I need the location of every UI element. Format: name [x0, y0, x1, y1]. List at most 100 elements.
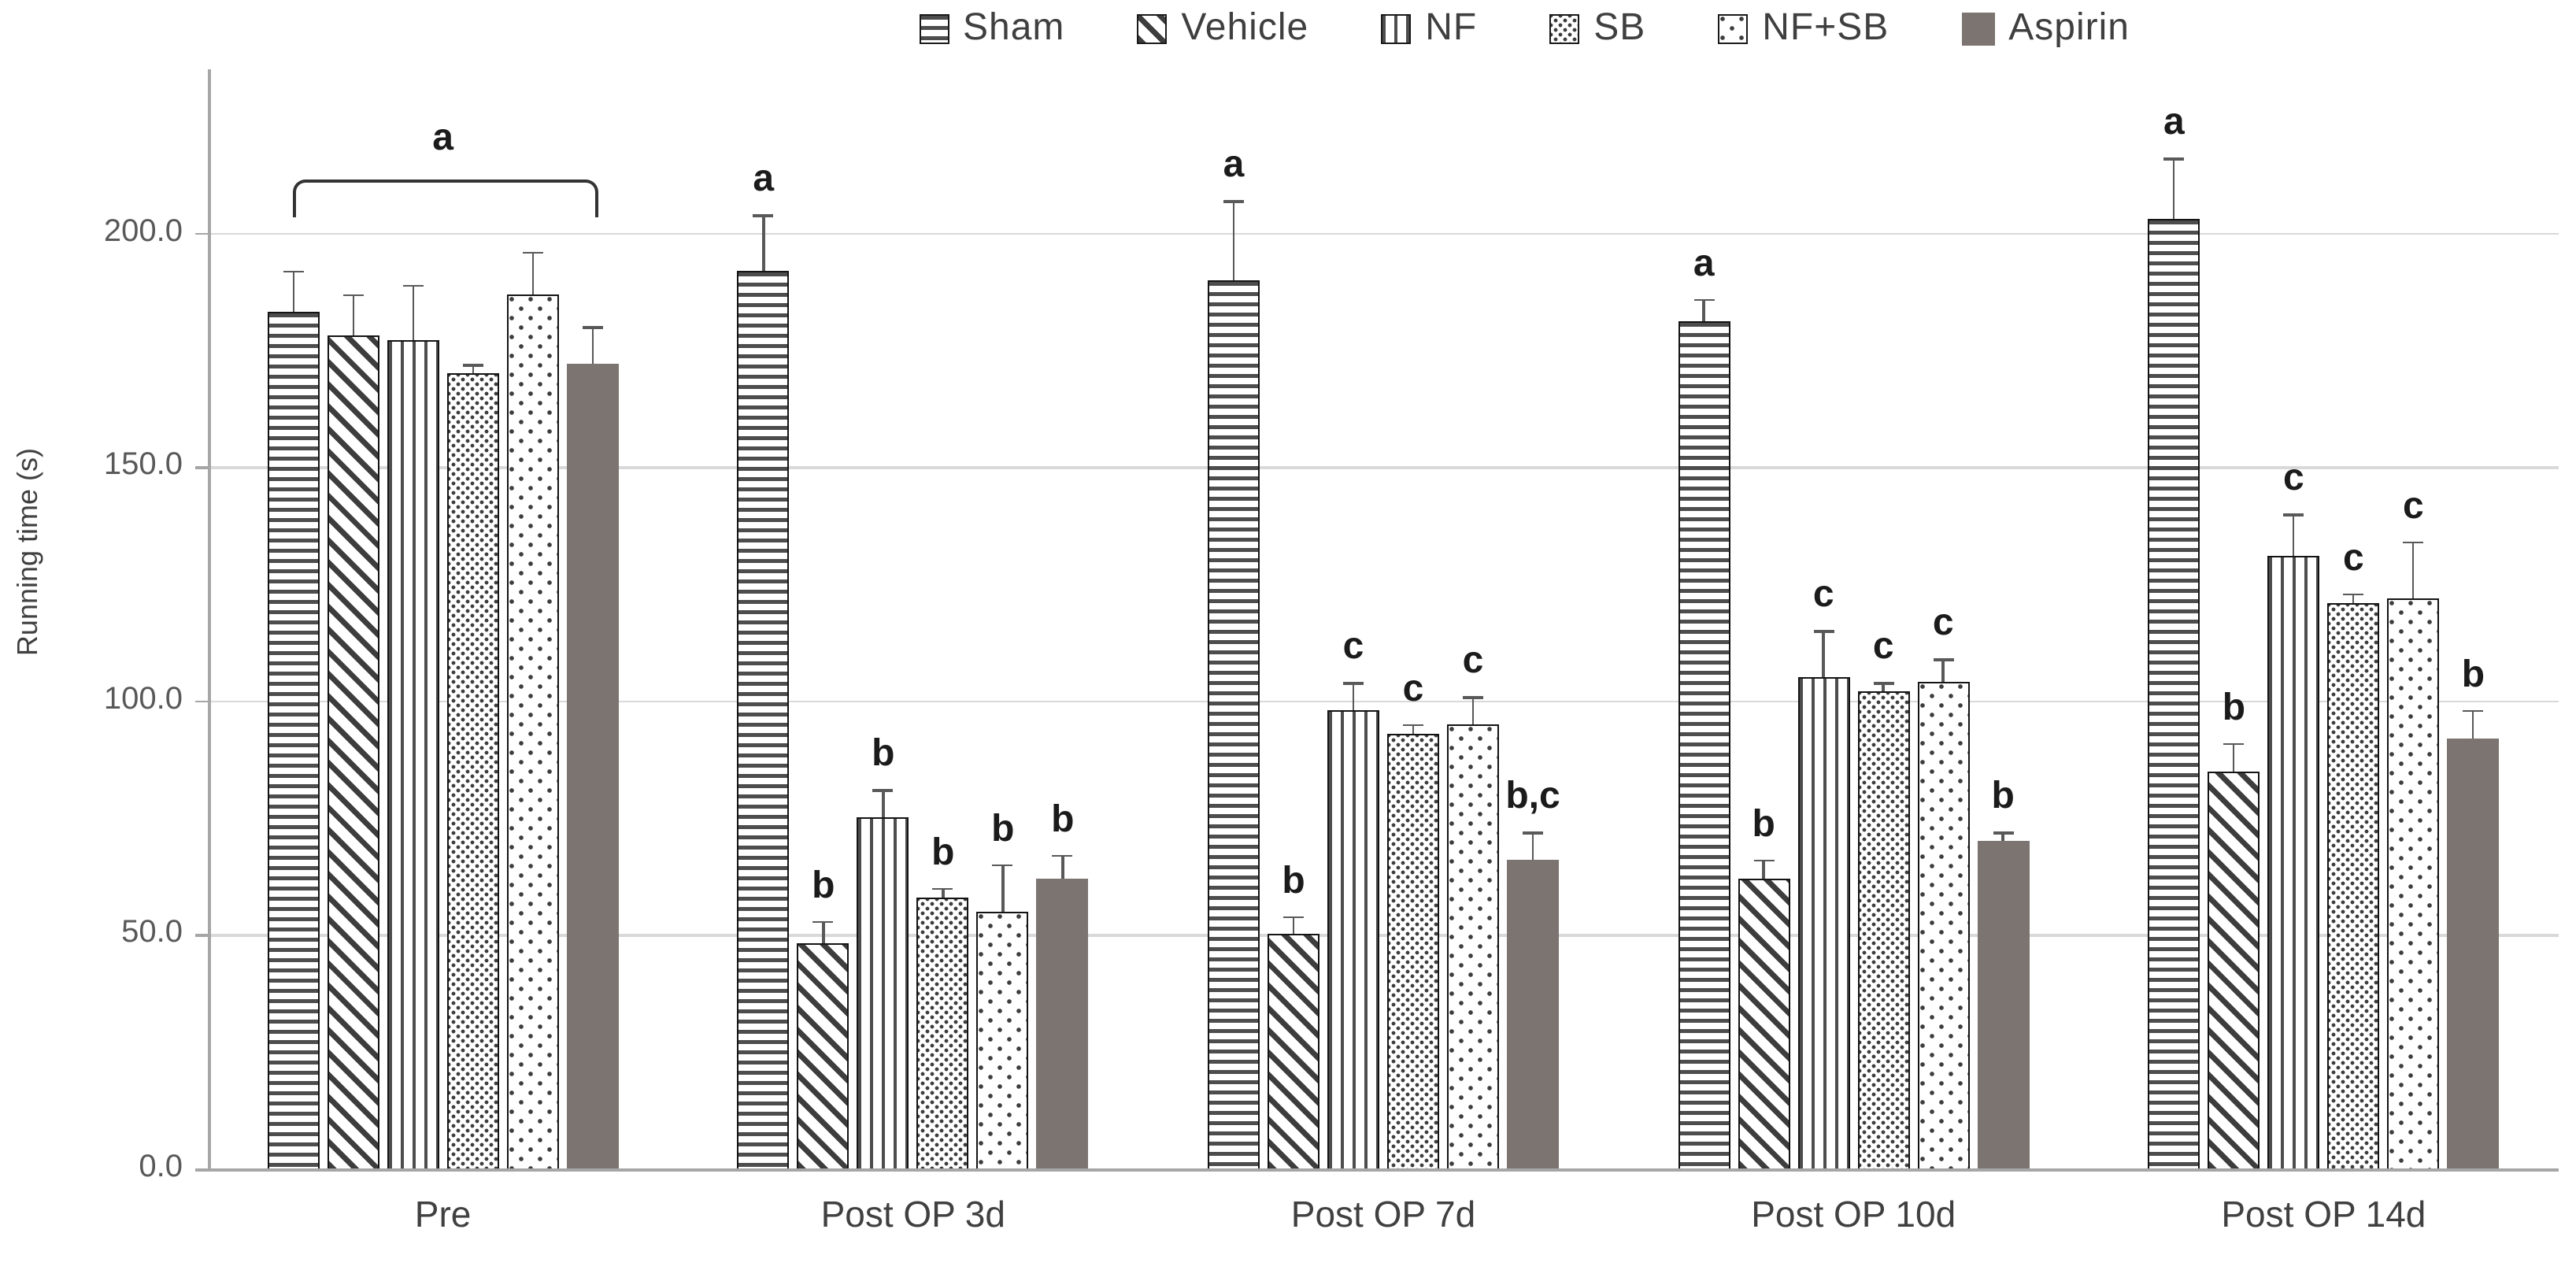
- error-bar: [1352, 682, 1355, 710]
- bar-nf-sb: [2387, 598, 2440, 1168]
- error-bar-cap: [1052, 854, 1073, 857]
- error-bar-cap: [1463, 696, 1483, 698]
- legend-swatch-aspirin-icon: [1961, 12, 1995, 45]
- error-bar: [1471, 696, 1475, 724]
- legend-item-nf: NF: [1381, 6, 1477, 50]
- error-bar: [292, 270, 295, 313]
- error-bar-cap: [2223, 742, 2245, 746]
- error-bar-cap: [1403, 724, 1423, 727]
- legend-label: SB: [1593, 6, 1646, 49]
- error-bar: [531, 251, 535, 294]
- significance-bracket: [293, 180, 599, 217]
- sig-letter: c: [2283, 457, 2304, 500]
- bar-nf: [857, 817, 909, 1168]
- bar-nf-sb: [976, 911, 1029, 1168]
- error-bar: [2411, 541, 2415, 598]
- error-bar-cap: [462, 364, 483, 367]
- bar-aspirin: [1507, 859, 1559, 1168]
- sig-letter: a: [1693, 242, 1715, 285]
- sig-letter: a: [753, 157, 775, 201]
- legend-label: NF+SB: [1762, 6, 1889, 49]
- error-bar-cap: [1343, 682, 1364, 685]
- bar-sham: [1678, 321, 1730, 1168]
- error-bar-cap: [1873, 682, 1894, 685]
- sig-letter: c: [1402, 667, 1424, 710]
- bar-nf: [1797, 677, 1850, 1168]
- error-bar: [1412, 724, 1415, 734]
- sig-letter: c: [1342, 625, 1364, 668]
- error-bar: [942, 887, 945, 898]
- legend-item-sham: Sham: [919, 6, 1064, 50]
- error-bar: [1822, 630, 1825, 678]
- legend-swatch-vehicle-icon: [1137, 13, 1168, 43]
- error-bar: [2001, 831, 2004, 842]
- error-bar-cap: [2163, 157, 2185, 161]
- sig-letter: c: [1872, 625, 1894, 668]
- error-bar-cap: [342, 294, 364, 297]
- legend-label: Aspirin: [2008, 6, 2130, 49]
- bar-sb: [1857, 691, 1910, 1168]
- x-category-label: Post OP 14d: [2221, 1194, 2426, 1235]
- error-bar: [1941, 658, 1945, 683]
- legend: Sham Vehicle NF SB NF+SB Aspirin: [0, 6, 2576, 50]
- y-axis-line: [208, 69, 210, 1171]
- legend-item-vehicle: Vehicle: [1137, 6, 1308, 50]
- y-tick-mark: [195, 1168, 208, 1171]
- sig-letter: b: [872, 732, 895, 776]
- error-bar-cap: [1283, 916, 1304, 919]
- sig-letter: b: [1282, 859, 1305, 902]
- legend-item-sb: SB: [1549, 6, 1645, 50]
- error-bar-cap: [1693, 298, 1715, 302]
- error-bar: [1292, 916, 1295, 935]
- bar-vehicle: [2208, 771, 2260, 1168]
- bar-sb: [1387, 733, 1439, 1168]
- bar-sham: [267, 312, 320, 1168]
- y-tick-mark: [195, 700, 208, 703]
- sig-letter: b: [812, 864, 835, 907]
- bar-nf-sb: [1447, 724, 1499, 1168]
- sig-letter: a: [1223, 143, 1245, 187]
- bar-aspirin: [1036, 878, 1089, 1168]
- error-bar-cap: [1753, 859, 1775, 862]
- bar-aspirin: [566, 364, 619, 1168]
- error-bar: [2471, 709, 2474, 739]
- bar-sham: [1208, 280, 1260, 1168]
- error-bar-cap: [2403, 541, 2424, 544]
- bar-sb: [446, 373, 499, 1168]
- y-tick-mark: [195, 232, 208, 235]
- error-bar-cap: [1223, 200, 1244, 203]
- bar-sb: [916, 897, 969, 1168]
- bar-aspirin: [2447, 738, 2500, 1168]
- error-bar-cap: [1523, 831, 1543, 835]
- bar-nf: [2267, 555, 2320, 1168]
- error-bar-cap: [522, 251, 543, 254]
- error-bar: [352, 294, 355, 336]
- sig-letter: b: [2461, 653, 2485, 696]
- sig-letter: b: [1752, 802, 1775, 846]
- error-bar-cap: [402, 284, 424, 287]
- y-tick-mark: [195, 466, 208, 469]
- error-bar: [2292, 513, 2295, 556]
- y-tick-label: 0.0: [139, 1150, 183, 1184]
- bar-sb: [2327, 602, 2380, 1168]
- bar-nf-sb: [506, 294, 559, 1168]
- error-bar: [412, 284, 415, 341]
- sig-letter: a: [432, 117, 453, 159]
- legend-item-nf-sb: NF+SB: [1718, 6, 1889, 50]
- sig-letter: c: [1462, 639, 1484, 682]
- legend-label: Sham: [963, 6, 1065, 49]
- legend-label: NF: [1425, 6, 1478, 49]
- error-bar: [2352, 593, 2355, 603]
- sig-letter: c: [1932, 602, 1954, 645]
- x-axis-baseline: [208, 1168, 2559, 1171]
- error-bar-cap: [283, 270, 304, 273]
- error-bar: [1762, 859, 1765, 879]
- sig-letter: b: [931, 831, 955, 874]
- gridline: [208, 466, 2559, 469]
- error-bar: [2172, 157, 2175, 220]
- x-category-label: Post OP 3d: [820, 1194, 1005, 1235]
- sig-letter: b,c: [1505, 775, 1560, 818]
- x-category-label: Post OP 10d: [1751, 1194, 1956, 1235]
- error-bar-cap: [812, 920, 834, 924]
- x-category-label: Post OP 7d: [1290, 1194, 1476, 1235]
